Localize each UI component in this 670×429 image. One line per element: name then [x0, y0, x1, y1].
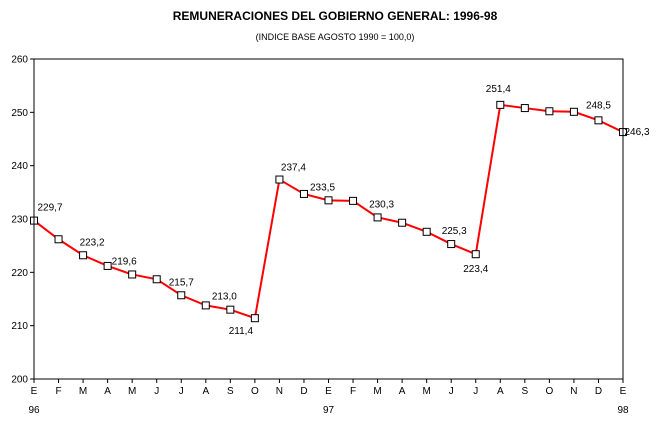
chart-title: REMUNERACIONES DEL GOBIERNO GENERAL: 199… — [172, 9, 498, 23]
data-point-marker — [103, 261, 112, 270]
x-tick-label: J — [449, 386, 454, 397]
data-label: 248,5 — [586, 100, 611, 111]
data-label: 233,5 — [310, 182, 335, 193]
data-point-marker — [471, 250, 480, 259]
data-label: 230,3 — [369, 199, 394, 210]
x-tick-label: D — [595, 386, 602, 397]
data-label: 215,7 — [169, 277, 194, 288]
x-tick-label: M — [128, 386, 136, 397]
x-tick-label: A — [202, 386, 209, 397]
x-tick-label: F — [350, 386, 356, 397]
data-point-marker — [54, 235, 63, 244]
x-tick-label: D — [300, 386, 307, 397]
x-tick-label: E — [31, 386, 38, 397]
x-tick-label: N — [276, 386, 283, 397]
data-labels: 229,7 223,2 219,6 215,7 213,0 211,4 237,4 233,5… — [37, 84, 649, 337]
x-tick-label: E — [620, 386, 627, 397]
data-label: 229,7 — [37, 203, 62, 214]
series-polyline — [33, 103, 624, 320]
x-year-label: 96 — [28, 405, 40, 416]
x-tick-label: J — [473, 386, 478, 397]
data-point-marker — [250, 314, 259, 323]
data-point-marker — [496, 100, 505, 109]
data-point-marker — [569, 107, 578, 116]
y-axis: 200 210 220 230 240 250 260 — [11, 55, 34, 386]
data-point-marker — [177, 291, 186, 300]
y-tick-label: 250 — [11, 108, 28, 119]
x-tick-label: F — [55, 386, 61, 397]
data-point-marker — [520, 104, 529, 113]
y-tick-label: 230 — [11, 215, 28, 226]
data-point-marker — [373, 213, 382, 222]
data-point-marker — [422, 227, 431, 236]
data-point-marker — [79, 251, 88, 260]
data-point-marker — [324, 196, 333, 205]
x-tick-label: A — [399, 386, 406, 397]
chart-subtitle: (INDICE BASE AGOSTO 1990 = 100,0) — [255, 32, 415, 42]
x-tick-label: M — [422, 386, 430, 397]
x-tick-label: M — [79, 386, 87, 397]
x-tick-label: S — [227, 386, 234, 397]
x-year-label: 98 — [617, 405, 629, 416]
data-point-marker — [299, 189, 308, 198]
data-point-marker — [594, 116, 603, 125]
x-tick-label: J — [154, 386, 159, 397]
data-point-marker — [226, 305, 235, 314]
x-year-label: 97 — [323, 405, 335, 416]
data-label: 223,4 — [463, 264, 488, 275]
x-tick-label: E — [325, 386, 332, 397]
data-point-marker — [152, 275, 161, 284]
data-point-marker — [128, 270, 137, 279]
x-tick-label: M — [373, 386, 381, 397]
y-tick-label: 220 — [11, 268, 28, 279]
data-label: 246,3 — [624, 127, 649, 138]
x-tick-label: J — [179, 386, 184, 397]
x-axis: E F M A M J J A S O N D E F M A M J J A S O N D E 96 97 98 — [28, 379, 629, 416]
data-label: 211,4 — [229, 326, 254, 337]
data-point-marker — [201, 301, 210, 310]
y-tick-label: 260 — [11, 55, 28, 66]
y-tick-label: 200 — [11, 375, 28, 386]
data-point-marker — [275, 175, 284, 184]
x-tick-label: S — [521, 386, 528, 397]
x-tick-label: O — [545, 386, 553, 397]
data-label: 225,3 — [442, 226, 467, 237]
data-label: 213,0 — [212, 292, 237, 303]
data-point-marker — [545, 107, 554, 116]
plot-area-frame — [33, 58, 624, 380]
series-line — [30, 100, 627, 323]
data-label: 237,4 — [281, 163, 306, 174]
y-tick-label: 240 — [11, 161, 28, 172]
data-label: 251,4 — [486, 84, 511, 95]
x-tick-label: O — [251, 386, 259, 397]
y-tick-label: 210 — [11, 321, 28, 332]
x-tick-label: N — [570, 386, 577, 397]
data-point-marker — [398, 218, 407, 227]
data-label: 219,6 — [112, 256, 137, 267]
data-point-marker — [349, 196, 358, 205]
x-tick-label: A — [497, 386, 504, 397]
data-label: 223,2 — [80, 237, 105, 248]
data-point-marker — [447, 240, 456, 249]
x-tick-label: A — [104, 386, 111, 397]
